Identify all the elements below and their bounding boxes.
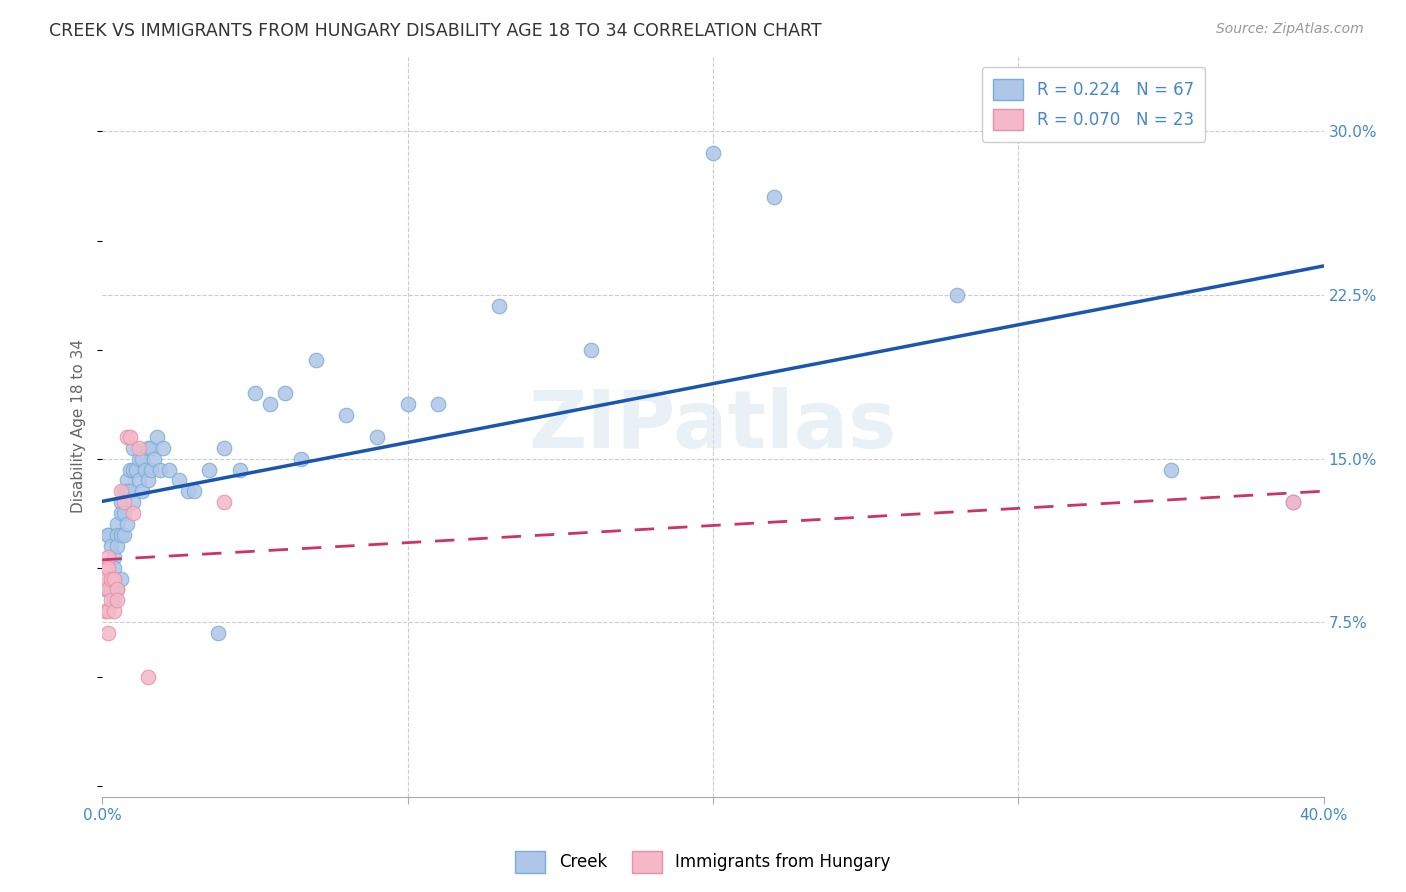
Point [110,484,132,499]
Point [946,288,969,302]
Point [274,386,297,401]
Point [131,451,153,466]
Point [94,604,117,618]
Point [94,582,117,597]
Point [198,462,221,476]
Point [128,451,150,466]
Point [305,353,328,368]
Point [366,430,388,444]
Point [121,495,143,509]
Point [110,528,132,542]
Point [125,462,148,476]
Point [121,506,143,520]
Point [110,572,132,586]
Point [103,572,125,586]
Point [94,560,117,574]
Point [134,462,156,476]
Text: ZIPatlas: ZIPatlas [529,387,897,465]
Point [107,517,129,532]
Point [103,560,125,574]
Point [97,528,120,542]
Point [97,549,120,564]
Point [139,441,162,455]
Point [115,474,138,488]
Point [121,462,143,476]
Point [100,582,122,597]
Point [579,343,602,357]
Point [131,484,153,499]
Point [396,397,419,411]
Point [97,582,120,597]
Point [112,528,135,542]
Point [107,528,129,542]
Point [136,441,159,455]
Point [1282,495,1305,509]
Y-axis label: Disability Age 18 to 34: Disability Age 18 to 34 [72,339,86,513]
Point [100,572,122,586]
Point [167,474,190,488]
Point [110,506,132,520]
Text: Source: ZipAtlas.com: Source: ZipAtlas.com [1216,22,1364,37]
Point [177,484,200,499]
Point [128,474,150,488]
Point [146,430,169,444]
Point [112,495,135,509]
Point [214,495,236,509]
Point [207,626,229,640]
Point [183,484,205,499]
Point [97,604,120,618]
Point [259,397,281,411]
Point [97,626,120,640]
Point [100,593,122,607]
Point [290,451,312,466]
Point [115,517,138,532]
Point [702,146,724,161]
Point [115,430,138,444]
Text: CREEK VS IMMIGRANTS FROM HUNGARY DISABILITY AGE 18 TO 34 CORRELATION CHART: CREEK VS IMMIGRANTS FROM HUNGARY DISABIL… [49,22,823,40]
Point [103,549,125,564]
Point [112,484,135,499]
Point [143,451,166,466]
Legend: R = 0.224   N = 67, R = 0.070   N = 23: R = 0.224 N = 67, R = 0.070 N = 23 [981,67,1205,142]
Point [488,299,510,313]
Point [136,670,159,684]
Point [139,462,162,476]
Point [136,474,159,488]
Point [762,190,785,204]
Point [94,572,117,586]
Point [110,495,132,509]
Point [118,462,141,476]
Point [97,560,120,574]
Point [115,484,138,499]
Point [121,441,143,455]
Point [427,397,450,411]
Point [103,604,125,618]
Point [335,408,357,422]
Point [112,506,135,520]
Point [152,441,174,455]
Point [103,593,125,607]
Point [107,593,129,607]
Point [103,572,125,586]
Point [228,462,250,476]
Point [100,572,122,586]
Point [107,582,129,597]
Point [118,484,141,499]
Point [128,441,150,455]
Point [97,528,120,542]
Point [149,462,172,476]
Point [107,539,129,553]
Point [118,430,141,444]
Point [107,582,129,597]
Legend: Creek, Immigrants from Hungary: Creek, Immigrants from Hungary [509,845,897,880]
Point [1160,462,1182,476]
Point [243,386,266,401]
Point [100,539,122,553]
Point [214,441,236,455]
Point [1282,495,1305,509]
Point [157,462,180,476]
